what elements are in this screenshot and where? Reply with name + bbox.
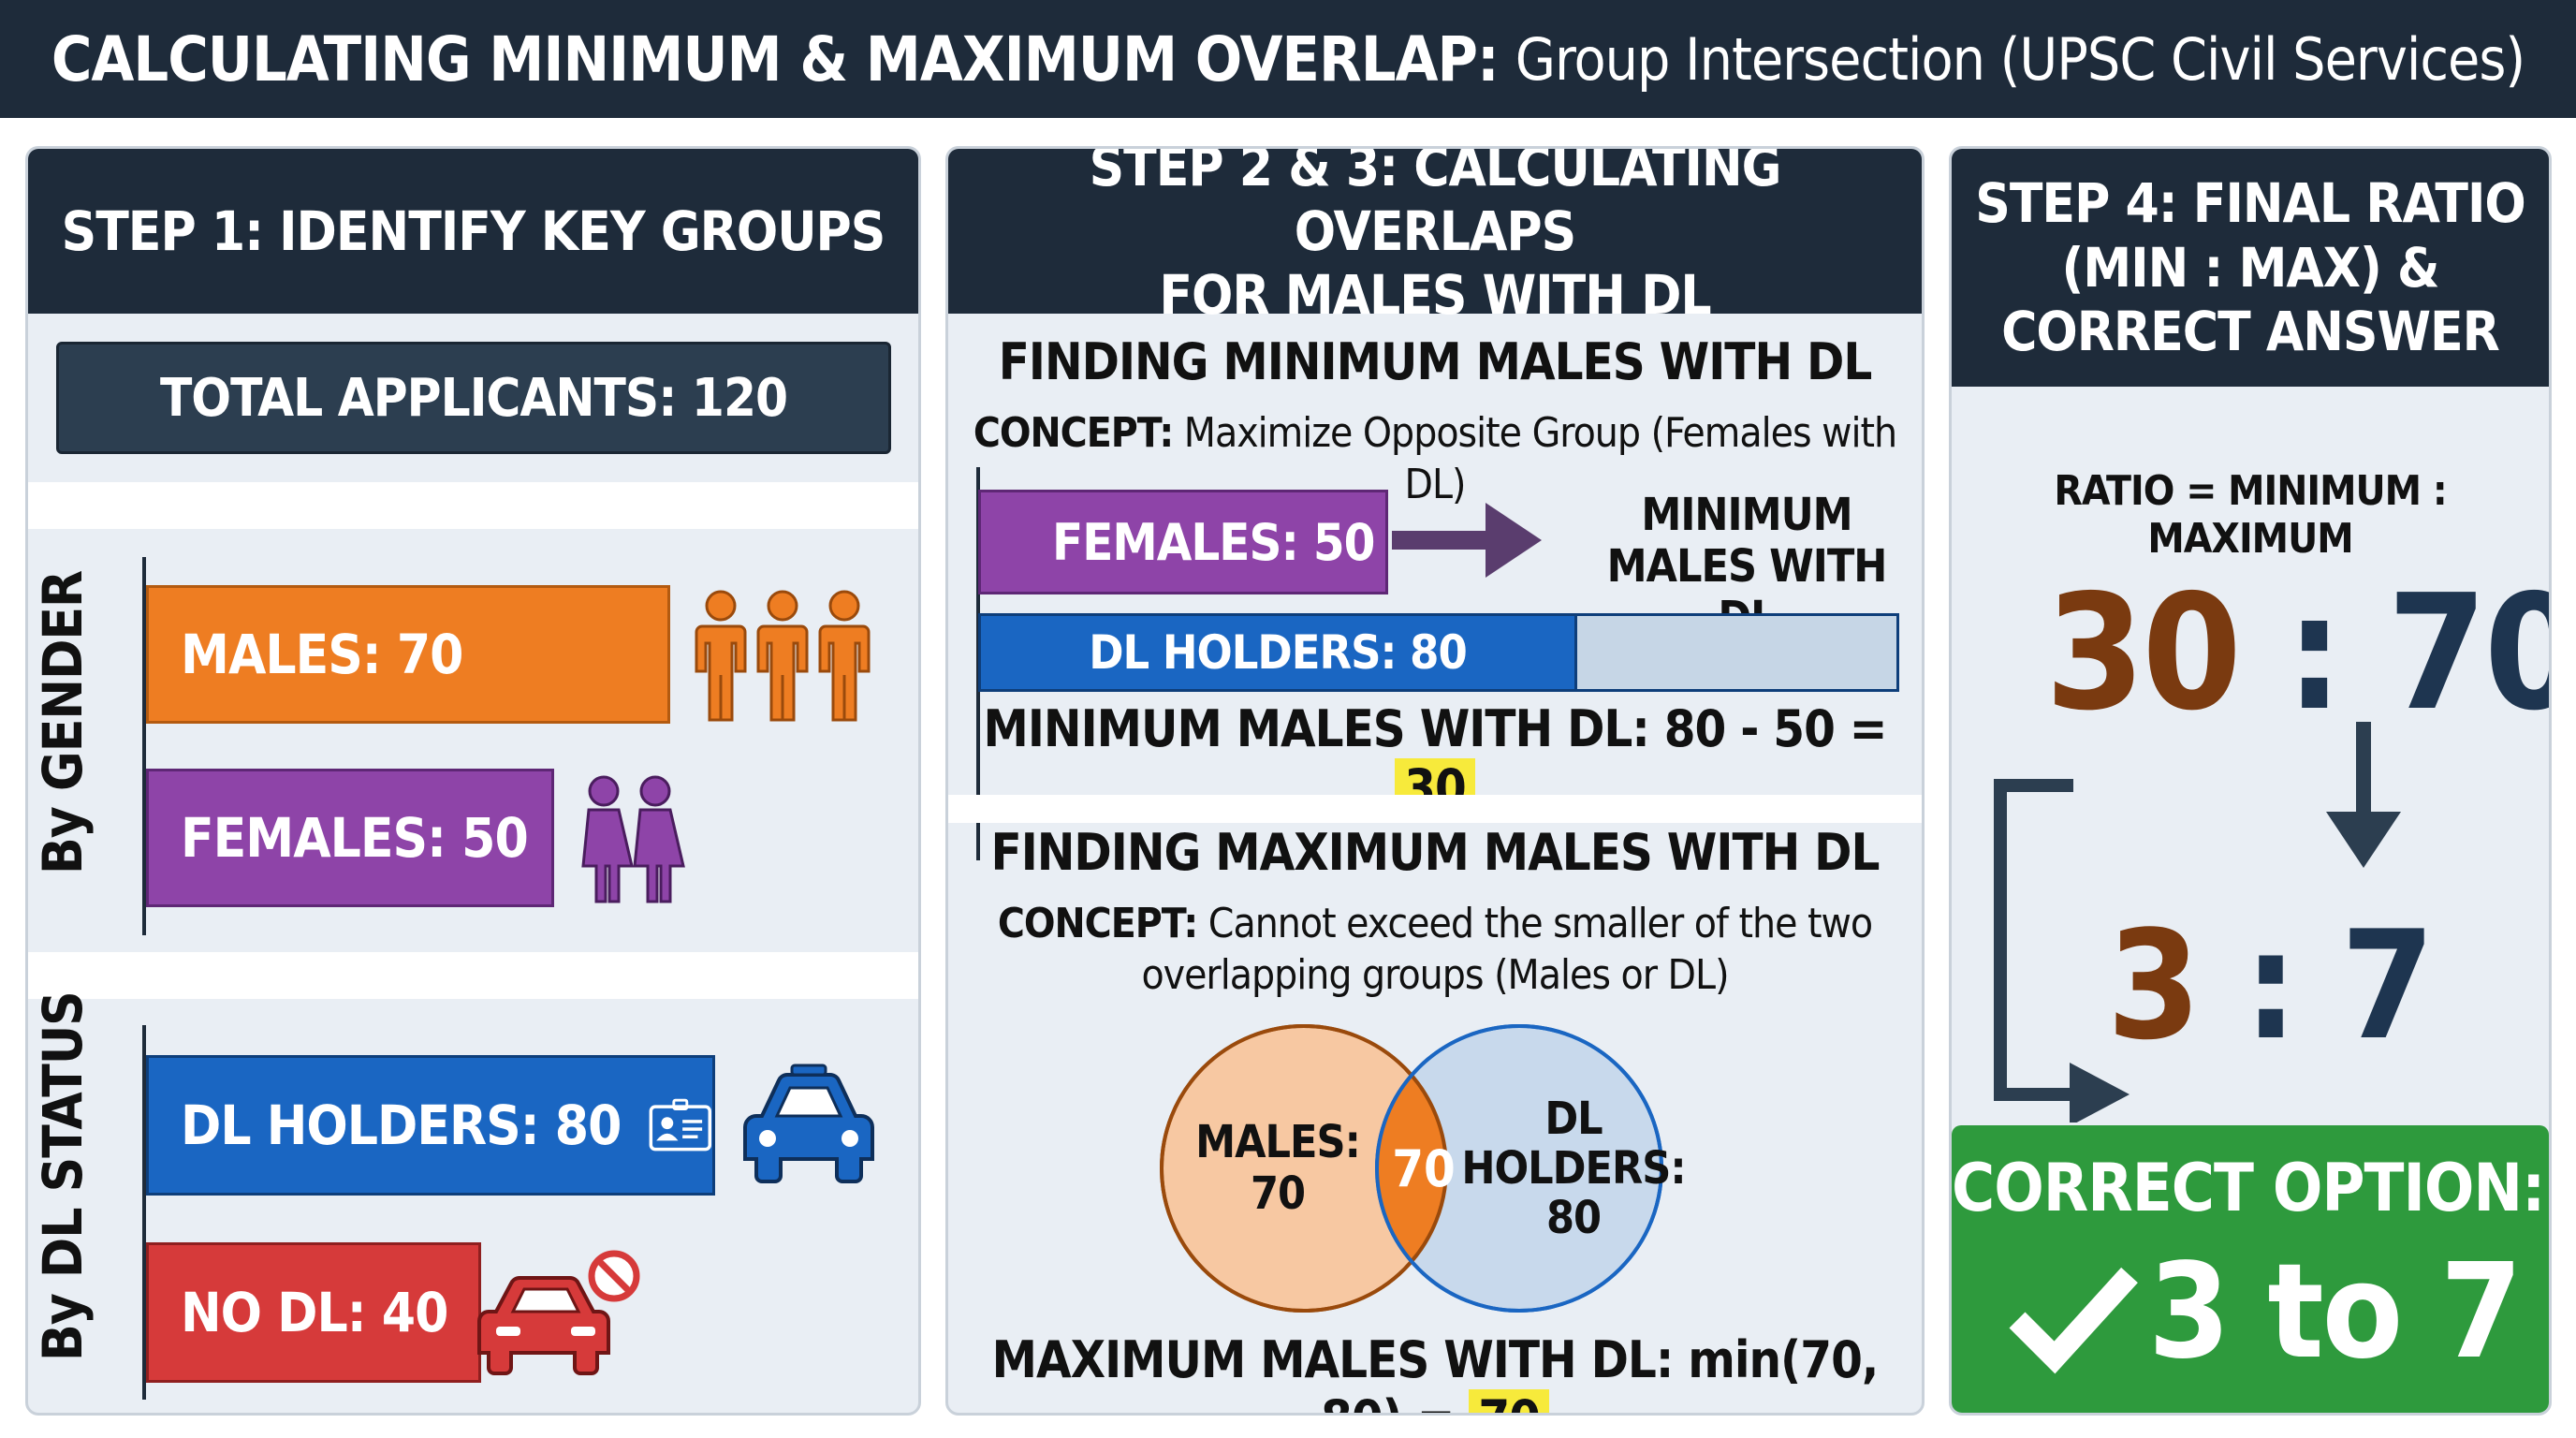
correct-option-label: CORRECT OPTION: C: [1952, 1150, 2552, 1226]
arrow-right-icon: [1392, 503, 1542, 578]
simplified-a: 3: [2106, 898, 2201, 1073]
gender-axis: [142, 557, 146, 935]
title-sub: Group Intersection (UPSC Civil Services): [1515, 24, 2525, 94]
max-result: 70: [1469, 1389, 1549, 1413]
answer-text: 3 to 7: [2148, 1236, 2523, 1388]
step23-header-line1: STEP 2 & 3: CALCULATING OVERLAPS: [1089, 146, 1782, 263]
id-card-icon: [649, 1098, 712, 1152]
step23-panel: STEP 2 & 3: CALCULATING OVERLAPS FOR MAL…: [945, 146, 1925, 1416]
two-females-icon: [581, 775, 685, 903]
max-concept-text-1: Cannot exceed the smaller of the two: [1208, 900, 1873, 947]
max-concept: CONCEPT: Cannot exceed the smaller of th…: [948, 898, 1922, 1001]
venn-dl-label: DL HOLDERS: 80: [1461, 1094, 1686, 1242]
min-arrow-target-line1: MINIMUM: [1641, 489, 1852, 541]
step1-header: STEP 1: IDENTIFY KEY GROUPS: [28, 149, 918, 314]
max-formula: MAXIMUM MALES WITH DL: min(70, 80) = 70: [948, 1330, 1922, 1413]
min-formula: MINIMUM MALES WITH DL: 80 - 50 = 30: [948, 699, 1922, 817]
title-bar: CALCULATING MINIMUM & MAXIMUM OVERLAP: G…: [0, 0, 2576, 118]
max-formula-text: MAXIMUM MALES WITH DL: min(70, 80) =: [991, 1330, 1880, 1413]
simplified-sep: :: [2244, 898, 2298, 1073]
dl-holders-label: DL HOLDERS: 80: [181, 1093, 622, 1157]
step1-panel: STEP 1: IDENTIFY KEY GROUPS TOTAL APPLIC…: [25, 146, 921, 1416]
step4-header-line3: CORRECT ANSWER: [2001, 300, 2500, 364]
divider: [28, 482, 918, 529]
min-section-title: FINDING MINIMUM MALES WITH DL: [998, 332, 1873, 391]
min-concept-text: Maximize Opposite Group (Females with DL…: [1183, 409, 1897, 508]
venn-diagram: [1160, 1024, 1663, 1313]
min-concept: CONCEPT: Maximize Opposite Group (Female…: [948, 407, 1922, 510]
venn-dl-label-3: 80: [1545, 1191, 1602, 1244]
ratio-min: 30: [2045, 561, 2242, 746]
correct-answer-box: CORRECT OPTION: C 3 to 7: [1952, 1125, 2552, 1413]
min-females-bar: FEMALES: 50: [978, 490, 1388, 594]
max-concept-text-2: overlapping groups (Males or DL): [1141, 951, 1729, 999]
min-dl-bar: DL HOLDERS: 80: [978, 613, 1577, 692]
max-concept-label: CONCEPT:: [997, 900, 1198, 947]
total-applicants-box: TOTAL APPLICANTS: 120: [56, 342, 891, 454]
no-dl-bar: NO DL: 40: [146, 1242, 481, 1383]
step4-header-line1: STEP 4: FINAL RATIO: [1975, 171, 2525, 236]
arrow-down-icon: [2326, 722, 2401, 868]
dl-status-label: By DL STATUS: [31, 991, 95, 1361]
title-main: CALCULATING MINIMUM & MAXIMUM OVERLAP:: [51, 22, 1500, 95]
venn-males-label-2: 70: [1250, 1167, 1306, 1221]
no-car-icon: [477, 1250, 640, 1375]
min-concept-label: CONCEPT:: [973, 409, 1174, 457]
dl-axis: [142, 1025, 146, 1400]
venn-dl-label-2: HOLDERS:: [1461, 1141, 1686, 1195]
max-section-title: FINDING MAXIMUM MALES WITH DL: [990, 823, 1881, 882]
males-bar: MALES: 70: [146, 585, 670, 724]
three-males-icon: [695, 590, 871, 722]
min-formula-text: MINIMUM MALES WITH DL: 80 - 50 =: [983, 699, 1888, 758]
step23-header: STEP 2 & 3: CALCULATING OVERLAPS FOR MAL…: [948, 146, 1922, 327]
car-icon: [743, 1064, 874, 1183]
simplified-ratio: 3 : 7: [2073, 898, 2466, 1073]
ratio-sep: :: [2286, 561, 2343, 746]
ratio-values: 30 : 70: [2045, 561, 2549, 746]
divider: [948, 795, 1922, 823]
step4-header-line2: (MIN : MAX) &: [2061, 235, 2439, 300]
step4-panel: STEP 4: FINAL RATIO (MIN : MAX) & CORREC…: [1949, 146, 2552, 1416]
venn-males-label-1: MALES:: [1195, 1116, 1361, 1168]
ratio-label: RATIO = MINIMUM : MAXIMUM: [2054, 467, 2447, 563]
dl-holders-bar: DL HOLDERS: 80: [146, 1055, 715, 1196]
divider: [28, 952, 918, 999]
gender-label: By GENDER: [31, 570, 95, 874]
venn-dl-label-1: DL: [1544, 1093, 1603, 1145]
venn-males-label: MALES: 70: [1165, 1116, 1390, 1221]
simplified-b: 7: [2340, 898, 2435, 1073]
females-bar: FEMALES: 50: [146, 769, 554, 907]
venn-overlap-label: 70: [1392, 1139, 1456, 1198]
ratio-max: 70: [2387, 561, 2549, 746]
bracket-arrow-icon: [1994, 779, 2130, 1123]
step23-header-line2: FOR MALES WITH DL: [1159, 263, 1711, 328]
checkmark-icon: [2009, 1267, 2138, 1374]
step4-header: STEP 4: FINAL RATIO (MIN : MAX) & CORREC…: [1952, 149, 2549, 387]
